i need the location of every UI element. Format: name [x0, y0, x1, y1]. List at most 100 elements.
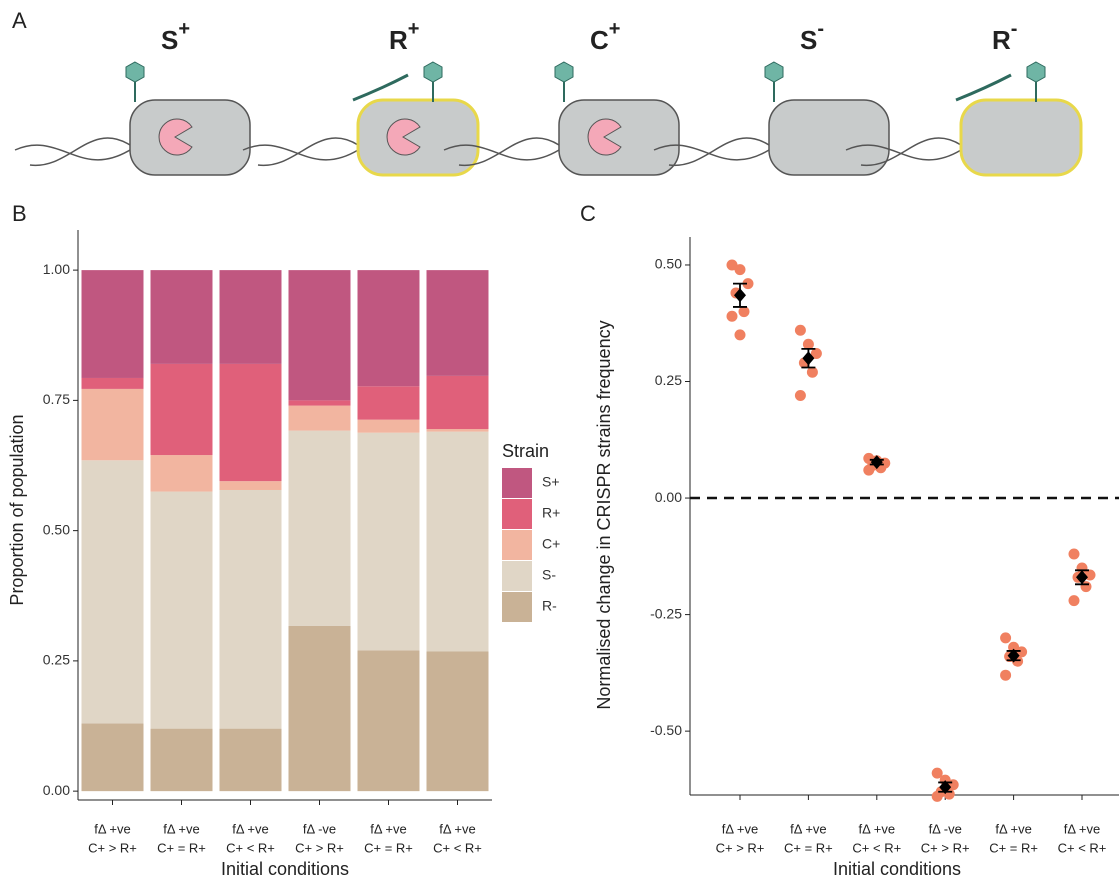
data-point [727, 311, 738, 322]
data-point [863, 465, 874, 476]
y-tick-label: 0.25 [655, 372, 682, 388]
flagella [15, 138, 130, 165]
bar-segment [220, 364, 282, 481]
bar-segment [220, 729, 282, 792]
data-point [735, 264, 746, 275]
x-tick-label: C+ = R+ [784, 840, 833, 855]
strain-base: C [590, 25, 609, 55]
bar-segment [82, 389, 144, 460]
bar-segment [82, 378, 144, 389]
y-tick-label: 1.00 [43, 261, 70, 277]
panel-label: C [580, 201, 596, 226]
bar-segment [82, 460, 144, 723]
bar-segment [82, 723, 144, 791]
data-point [1069, 595, 1080, 606]
legend-swatch [502, 468, 532, 498]
y-tick-label: 0.00 [655, 489, 682, 505]
bar-segment [427, 432, 489, 652]
bar-segment [220, 270, 282, 364]
x-tick-label: fΔ -ve [929, 821, 962, 836]
legend-title: Strain [502, 441, 549, 461]
legend-label: R+ [542, 505, 560, 521]
strain-label: R+ [389, 18, 419, 55]
strain-base: S [161, 25, 178, 55]
data-point [795, 390, 806, 401]
bar-segment [358, 433, 420, 651]
illustration: S+R+C+S-R- [15, 18, 1081, 175]
x-tick-label: fΔ -ve [303, 821, 336, 836]
bar-segment [289, 270, 351, 400]
bar-segment [358, 650, 420, 791]
x-tick-label: fΔ +ve [790, 821, 827, 836]
phage-head [1027, 62, 1045, 82]
x-tick-label: C+ > R+ [716, 840, 765, 855]
bar-segment [427, 270, 489, 376]
data-point [795, 325, 806, 336]
bar-segment [151, 270, 213, 364]
x-tick-label: C+ = R+ [157, 840, 206, 855]
bar-segment [289, 626, 351, 791]
y-tick-label: 0.50 [655, 256, 682, 272]
x-tick-label: fΔ +ve [722, 821, 759, 836]
bar-segment [151, 364, 213, 455]
bar-segment [358, 270, 420, 386]
strain-base: S [800, 25, 817, 55]
figure: A B C S+R+C+S-R- 0.000.250.500.751.00fΔ … [0, 0, 1119, 881]
x-tick-label: fΔ +ve [1064, 821, 1101, 836]
bar-segment [220, 481, 282, 490]
x-tick-label: fΔ +ve [163, 821, 200, 836]
phage-head [126, 62, 144, 82]
legend-label: S- [542, 567, 556, 583]
legend-swatch [502, 592, 532, 622]
strain-base: R [992, 25, 1011, 55]
y-tick-label: -0.25 [650, 605, 682, 621]
bar-segment [289, 400, 351, 405]
x-tick-label: fΔ +ve [859, 821, 896, 836]
x-tick-label: C+ < R+ [433, 840, 482, 855]
legend-label: R- [542, 598, 557, 614]
phage-head [424, 62, 442, 82]
arrow [956, 75, 1011, 100]
y-tick-label: -0.50 [650, 722, 682, 738]
y-tick-label: 0.25 [43, 652, 70, 668]
x-tick-label: fΔ +ve [439, 821, 476, 836]
cell [358, 100, 478, 175]
bar-segment [151, 492, 213, 729]
arrow [353, 75, 408, 100]
panel-label: A [12, 8, 27, 33]
y-tick-label: 0.00 [43, 782, 70, 798]
strain-label: S+ [161, 18, 190, 55]
cell [961, 100, 1081, 175]
data-point [1000, 632, 1011, 643]
data-point [735, 329, 746, 340]
x-tick-label: C+ < R+ [1058, 840, 1107, 855]
x-tick-label: fΔ +ve [232, 821, 269, 836]
x-tick-label: C+ = R+ [989, 840, 1038, 855]
strain-sup: + [178, 18, 190, 40]
legend-label: C+ [542, 536, 560, 552]
cell [559, 100, 679, 175]
x-tick-label: C+ < R+ [852, 840, 901, 855]
legend-swatch [502, 561, 532, 591]
legend-label: S+ [542, 474, 560, 490]
y-tick-label: 0.75 [43, 391, 70, 407]
x-tick-label: fΔ +ve [370, 821, 407, 836]
x-axis-title: Initial conditions [221, 859, 349, 879]
cell [130, 100, 250, 175]
bar-segment [151, 455, 213, 491]
bar-segment [82, 270, 144, 378]
bar-segment [220, 490, 282, 729]
legend-swatch [502, 499, 532, 529]
data-point [1000, 670, 1011, 681]
bar-segment [151, 729, 213, 792]
phage-head [765, 62, 783, 82]
legend-swatch [502, 530, 532, 560]
bar-segment [427, 652, 489, 792]
x-tick-label: C+ < R+ [226, 840, 275, 855]
strain-sup: - [1011, 18, 1018, 40]
x-tick-label: fΔ +ve [995, 821, 1032, 836]
x-axis-title: Initial conditions [833, 859, 961, 879]
x-tick-label: C+ > R+ [295, 840, 344, 855]
strain-sup: + [609, 18, 621, 40]
strain-sup: - [817, 18, 824, 40]
